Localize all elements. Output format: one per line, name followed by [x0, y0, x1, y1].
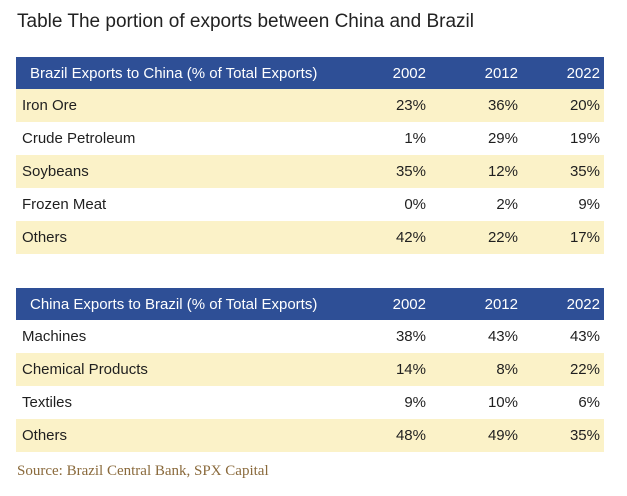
cell-value: 38%: [395, 328, 426, 345]
cell-value: 19%: [569, 130, 600, 147]
cell-value: 48%: [338, 419, 430, 452]
cell-value: 35%: [338, 155, 430, 188]
table-header-label: Brazil Exports to China (% of Total Expo…: [16, 57, 338, 89]
cell-value: 6%: [578, 394, 600, 411]
cell-value: 42%: [338, 221, 430, 254]
table-row: Chemical Products 14% 8% 22%: [16, 353, 604, 386]
table-header-row: China Exports to Brazil (% of Total Expo…: [16, 288, 604, 320]
row-label: Iron Ore: [16, 89, 338, 122]
table-row: Textiles 9% 10% 6%: [16, 386, 604, 419]
row-label: Crude Petroleum: [22, 130, 136, 147]
row-label: Machines: [22, 328, 87, 345]
cell-value: 43%: [487, 328, 518, 345]
table-row: Frozen Meat 0% 2% 9%: [16, 188, 604, 221]
row-label: Soybeans: [16, 155, 338, 188]
cell-value: 35%: [522, 419, 604, 452]
row-label: Textiles: [22, 394, 73, 411]
table-header-year: 2022: [522, 288, 604, 320]
table-row: Others 42% 22% 17%: [16, 221, 604, 254]
cell-value: 12%: [430, 155, 522, 188]
table-row: Crude Petroleum 1% 29% 19%: [16, 122, 604, 155]
cell-value: 14%: [338, 353, 430, 386]
cell-value: 49%: [430, 419, 522, 452]
table-row: Soybeans 35% 12% 35%: [16, 155, 604, 188]
cell-value: 8%: [430, 353, 522, 386]
table-header-year: 2012: [430, 57, 522, 89]
cell-value: 29%: [487, 130, 518, 147]
table-row: Iron Ore 23% 36% 20%: [16, 89, 604, 122]
china-exports-to-brazil-table: China Exports to Brazil (% of Total Expo…: [16, 288, 604, 452]
page-title: Table The portion of exports between Chi…: [17, 11, 474, 32]
row-label: Others: [16, 419, 338, 452]
source-note: Source: Brazil Central Bank, SPX Capital: [17, 463, 269, 479]
cell-value: 10%: [487, 394, 518, 411]
cell-value: 23%: [338, 89, 430, 122]
table-header-year: 2022: [522, 57, 604, 89]
cell-value: 17%: [522, 221, 604, 254]
brazil-exports-to-china-table: Brazil Exports to China (% of Total Expo…: [16, 57, 604, 254]
cell-value: 43%: [569, 328, 600, 345]
cell-value: 9%: [404, 394, 426, 411]
cell-value: 2%: [496, 196, 518, 213]
table-header-label: China Exports to Brazil (% of Total Expo…: [16, 288, 338, 320]
cell-value: 36%: [430, 89, 522, 122]
cell-value: 35%: [522, 155, 604, 188]
table-row: Machines 38% 43% 43%: [16, 320, 604, 353]
cell-value: 1%: [404, 130, 426, 147]
table-row: Others 48% 49% 35%: [16, 419, 604, 452]
cell-value: 22%: [430, 221, 522, 254]
cell-value: 9%: [578, 196, 600, 213]
cell-value: 22%: [522, 353, 604, 386]
cell-value: 0%: [404, 196, 426, 213]
row-label: Others: [16, 221, 338, 254]
table-header-year: 2002: [338, 57, 430, 89]
table-header-row: Brazil Exports to China (% of Total Expo…: [16, 57, 604, 89]
table-header-year: 2002: [338, 288, 430, 320]
row-label: Chemical Products: [16, 353, 338, 386]
cell-value: 20%: [522, 89, 604, 122]
row-label: Frozen Meat: [22, 196, 107, 213]
table-header-year: 2012: [430, 288, 522, 320]
